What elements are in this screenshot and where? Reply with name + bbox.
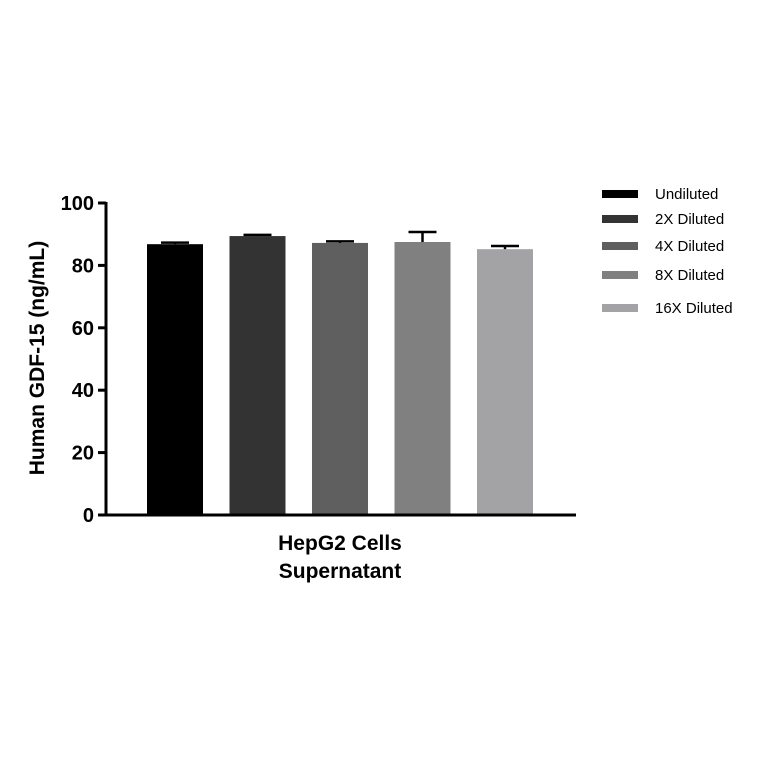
legend: Undiluted 2X Diluted 4X Diluted 8X Diluted 1… [602, 186, 733, 317]
legend-swatch [602, 271, 638, 279]
y-tick-label: 40 [72, 380, 94, 402]
bar [477, 249, 533, 515]
legend-swatch [602, 304, 638, 312]
bar [312, 242, 368, 515]
y-tick-label: 20 [72, 443, 94, 465]
plot-area [147, 230, 533, 515]
bar [147, 244, 203, 515]
legend-swatch [602, 242, 638, 250]
bar [394, 242, 451, 515]
y-axis: 0 20 40 60 80 100 [61, 193, 108, 527]
legend-label: 2X Diluted [655, 211, 724, 228]
legend-label: 4X Diluted [655, 238, 724, 255]
x-axis-title-line-1: HepG2 Cells [278, 532, 402, 555]
bar [229, 236, 286, 515]
legend-label: 8X Diluted [655, 267, 724, 284]
x-axis-title-line-2: Supernatant [279, 560, 402, 583]
y-tick-label: 0 [83, 505, 94, 527]
legend-swatch [602, 215, 638, 223]
y-tick-label: 60 [72, 318, 94, 340]
legend-label: 16X Diluted [655, 300, 733, 317]
legend-label: Undiluted [655, 186, 718, 203]
y-axis-title: Human GDF-15 (ng/mL) [26, 241, 49, 476]
y-tick-label: 100 [61, 193, 94, 215]
legend-swatch [602, 190, 638, 198]
y-tick-label: 80 [72, 255, 94, 277]
